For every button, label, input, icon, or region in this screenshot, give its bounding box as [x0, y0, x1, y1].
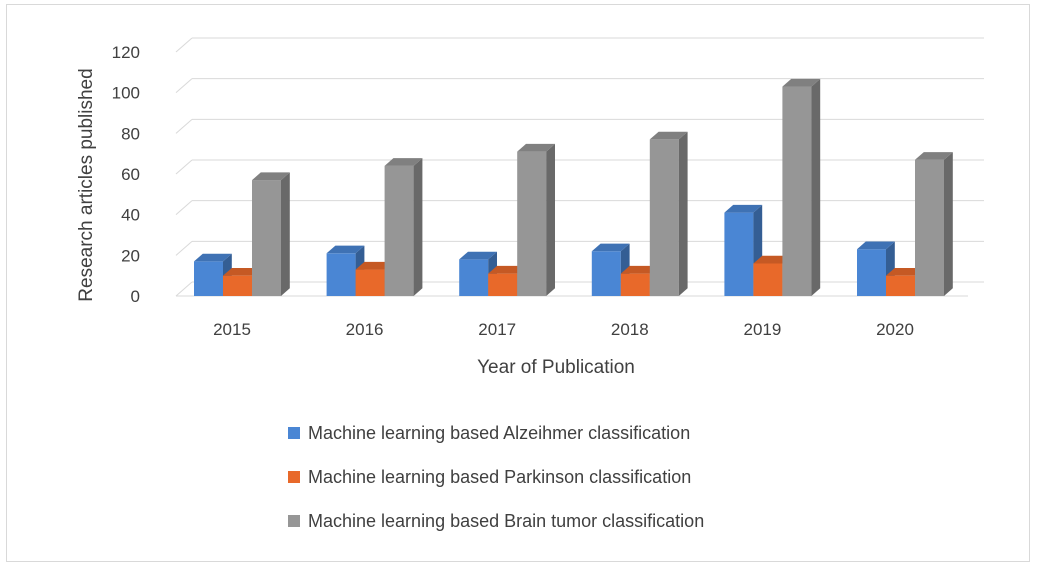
legend-label: Machine learning based Parkinson classif…	[308, 466, 692, 487]
y-tick-label: 120	[112, 43, 140, 62]
y-tick-label: 60	[121, 165, 140, 184]
x-tick-label: 2015	[213, 320, 251, 339]
bar	[857, 241, 895, 296]
x-tick-label: 2019	[743, 320, 781, 339]
legend-item: Machine learning based Parkinson classif…	[288, 466, 704, 488]
x-tick-labels: 2015 2016 2017 2018 2019 2020	[213, 320, 914, 339]
x-axis-title: Year of Publication	[477, 357, 635, 378]
legend: Machine learning based Alzeihmer classif…	[288, 422, 704, 554]
gridline-diagonal	[175, 159, 193, 175]
gridline-diagonal	[175, 281, 193, 297]
y-axis-title: Research articles published	[76, 68, 97, 301]
y-tick-label: 80	[121, 124, 140, 143]
y-tick-label: 20	[121, 246, 140, 265]
legend-swatch	[288, 471, 300, 483]
legend-item: Machine learning based Brain tumor class…	[288, 510, 704, 532]
gridline-diagonal	[175, 200, 193, 216]
x-tick-label: 2020	[876, 320, 914, 339]
x-tick-label: 2016	[346, 320, 384, 339]
bar	[384, 158, 423, 296]
y-tick-label: 0	[131, 287, 140, 306]
gridlines	[175, 37, 984, 297]
legend-label: Machine learning based Alzeihmer classif…	[308, 422, 691, 443]
y-tick-label: 40	[121, 206, 140, 225]
bar	[782, 78, 821, 296]
bar	[517, 143, 555, 296]
gridline-diagonal	[175, 37, 193, 53]
gridline-diagonal	[175, 118, 193, 134]
y-tick-labels: 0 20 40 60 80 100 120	[112, 43, 140, 306]
bar	[649, 131, 688, 296]
gridline-diagonal	[175, 240, 193, 256]
bar	[252, 172, 290, 296]
legend-swatch	[288, 427, 300, 439]
bar	[194, 253, 232, 296]
legend-swatch	[288, 515, 300, 527]
bar	[915, 152, 953, 296]
y-tick-label: 100	[112, 84, 140, 103]
legend-item: Machine learning based Alzeihmer classif…	[288, 422, 704, 444]
x-tick-label: 2018	[611, 320, 649, 339]
x-tick-label: 2017	[478, 320, 516, 339]
gridline-diagonal	[175, 78, 193, 94]
bars	[194, 78, 953, 296]
bar	[459, 251, 497, 296]
legend-label: Machine learning based Brain tumor class…	[308, 510, 705, 531]
